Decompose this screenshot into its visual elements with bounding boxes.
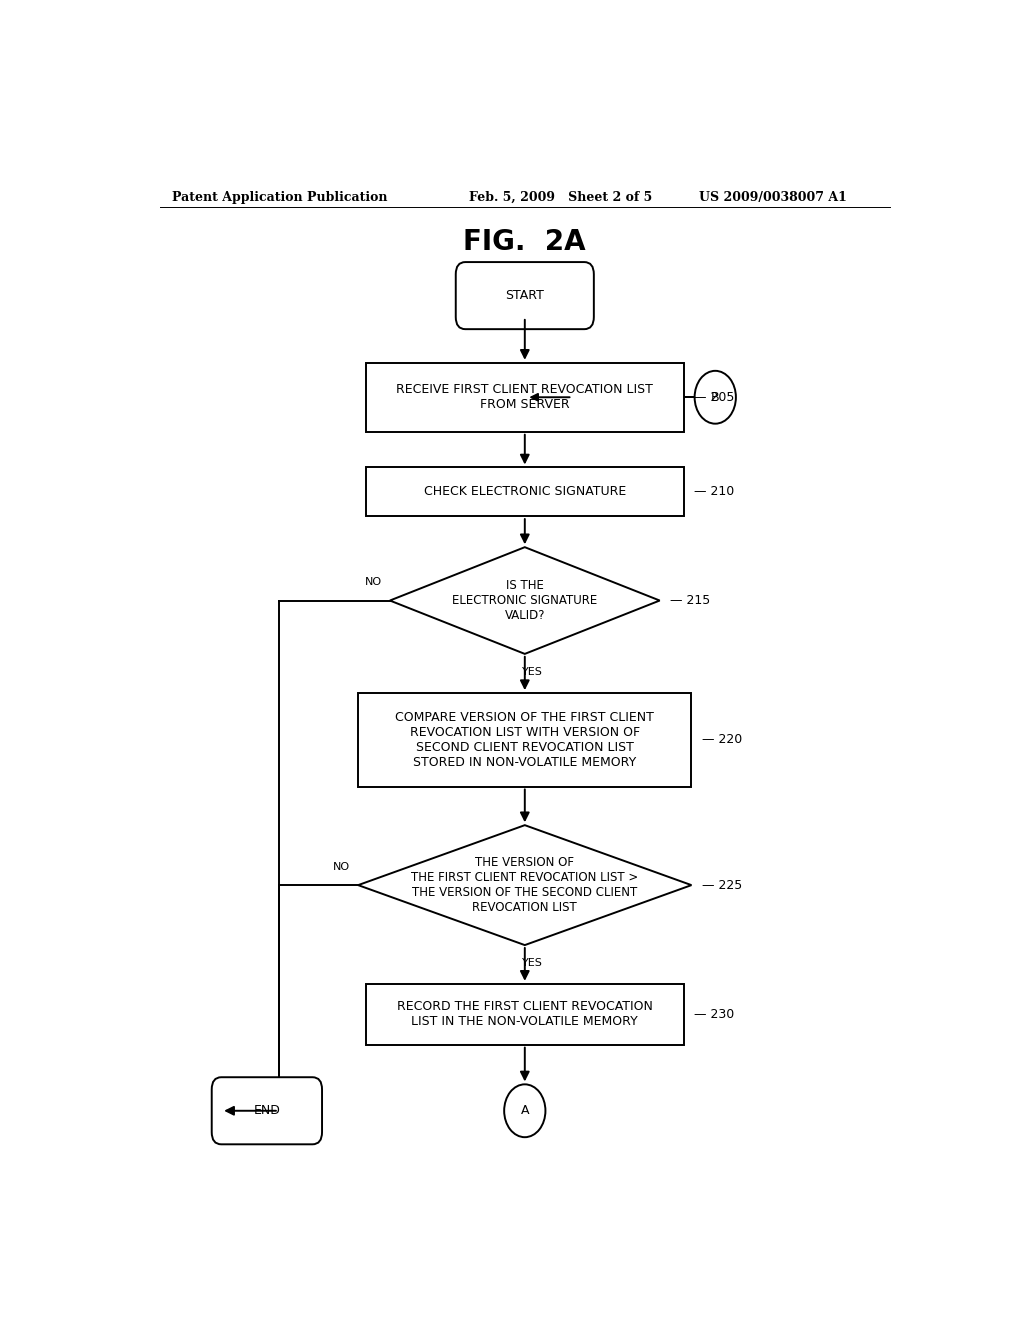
- Bar: [358, 693, 691, 787]
- Text: — 230: — 230: [694, 1007, 734, 1020]
- Text: Patent Application Publication: Patent Application Publication: [172, 190, 387, 203]
- FancyBboxPatch shape: [456, 263, 594, 329]
- Circle shape: [694, 371, 736, 424]
- Text: A: A: [520, 1105, 529, 1117]
- Text: IS THE
ELECTRONIC SIGNATURE
VALID?: IS THE ELECTRONIC SIGNATURE VALID?: [453, 579, 597, 622]
- Text: NO: NO: [333, 862, 350, 871]
- Circle shape: [504, 1084, 546, 1138]
- Text: RECORD THE FIRST CLIENT REVOCATION
LIST IN THE NON-VOLATILE MEMORY: RECORD THE FIRST CLIENT REVOCATION LIST …: [397, 1001, 652, 1028]
- Text: START: START: [506, 289, 544, 302]
- Text: — 215: — 215: [670, 594, 711, 607]
- Text: FIG.  2A: FIG. 2A: [464, 228, 586, 256]
- Text: THE VERSION OF
THE FIRST CLIENT REVOCATION LIST >
THE VERSION OF THE SECOND CLIE: THE VERSION OF THE FIRST CLIENT REVOCATI…: [412, 857, 638, 915]
- Polygon shape: [390, 548, 659, 653]
- Text: US 2009/0038007 A1: US 2009/0038007 A1: [699, 190, 847, 203]
- Polygon shape: [358, 825, 691, 945]
- Bar: [367, 363, 684, 432]
- Text: COMPARE VERSION OF THE FIRST CLIENT
REVOCATION LIST WITH VERSION OF
SECOND CLIEN: COMPARE VERSION OF THE FIRST CLIENT REVO…: [395, 710, 654, 768]
- Text: YES: YES: [522, 667, 543, 677]
- Text: YES: YES: [522, 958, 543, 969]
- Text: RECEIVE FIRST CLIENT REVOCATION LIST
FROM SERVER: RECEIVE FIRST CLIENT REVOCATION LIST FRO…: [396, 383, 653, 412]
- Text: Feb. 5, 2009   Sheet 2 of 5: Feb. 5, 2009 Sheet 2 of 5: [469, 190, 652, 203]
- Text: B: B: [711, 391, 720, 404]
- Text: — 225: — 225: [701, 879, 742, 891]
- Text: END: END: [254, 1105, 281, 1117]
- Text: CHECK ELECTRONIC SIGNATURE: CHECK ELECTRONIC SIGNATURE: [424, 486, 626, 498]
- Bar: [367, 467, 684, 516]
- Text: — 210: — 210: [694, 486, 734, 498]
- Bar: [367, 983, 684, 1044]
- Text: NO: NO: [365, 577, 382, 587]
- Text: — 205: — 205: [694, 391, 734, 404]
- Text: — 220: — 220: [701, 734, 742, 746]
- FancyBboxPatch shape: [212, 1077, 322, 1144]
